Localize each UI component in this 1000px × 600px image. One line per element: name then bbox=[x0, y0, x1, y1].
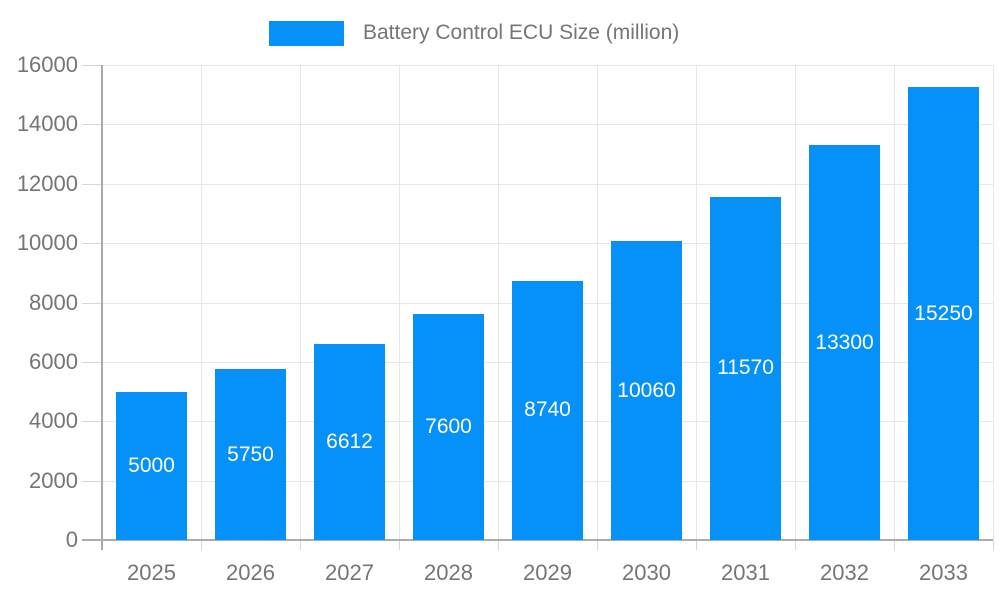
y-axis-tick-label: 14000 bbox=[16, 111, 78, 137]
y-axis-tick bbox=[82, 421, 102, 423]
x-axis-tick-label: 2031 bbox=[721, 560, 770, 585]
y-axis-tick bbox=[82, 124, 102, 126]
gridline-vertical bbox=[993, 65, 994, 540]
y-axis-tick-label: 4000 bbox=[29, 408, 78, 434]
y-axis-tick bbox=[82, 302, 102, 304]
gridline-vertical bbox=[597, 65, 598, 540]
gridline-vertical bbox=[795, 65, 796, 540]
x-axis-line bbox=[82, 539, 993, 541]
bar-value-label: 13300 bbox=[815, 330, 874, 354]
x-axis-tick-label: 2029 bbox=[523, 560, 572, 585]
x-axis-tick bbox=[201, 540, 202, 550]
gridline-vertical bbox=[300, 65, 301, 540]
x-axis-tick bbox=[993, 540, 994, 550]
gridline-horizontal bbox=[102, 183, 993, 185]
bar[interactable]: 8740 bbox=[512, 280, 583, 540]
y-axis-tick bbox=[82, 361, 102, 363]
y-axis-line bbox=[101, 65, 103, 550]
bar[interactable]: 10060 bbox=[611, 241, 682, 540]
y-axis-tick-label: 6000 bbox=[29, 348, 78, 374]
gridline-horizontal bbox=[102, 65, 993, 66]
x-axis-tick-label: 2026 bbox=[226, 560, 275, 585]
legend-label: Battery Control ECU Size (million) bbox=[363, 21, 680, 44]
x-axis-tick-label: 2028 bbox=[424, 560, 473, 585]
y-axis-tick-label: 10000 bbox=[16, 230, 78, 256]
y-axis-tick-label: 8000 bbox=[29, 289, 78, 315]
x-axis-tick bbox=[399, 540, 400, 550]
x-axis-tick-label: 2025 bbox=[127, 560, 176, 585]
bar-value-label: 5750 bbox=[227, 442, 274, 466]
y-axis-tick bbox=[82, 243, 102, 245]
bar[interactable]: 7600 bbox=[413, 314, 484, 540]
bar[interactable]: 6612 bbox=[314, 343, 385, 540]
y-axis-tick-label: 0 bbox=[65, 527, 78, 552]
bar-value-label: 15250 bbox=[914, 301, 973, 325]
gridline-vertical bbox=[894, 65, 895, 540]
gridline-horizontal bbox=[102, 124, 993, 126]
x-axis-tick bbox=[894, 540, 895, 550]
legend-swatch-icon bbox=[269, 20, 344, 46]
bar-value-label: 8740 bbox=[524, 398, 571, 422]
y-axis-tick bbox=[82, 65, 102, 66]
x-axis-tick bbox=[498, 540, 499, 550]
x-axis-tick-label: 2027 bbox=[325, 560, 374, 585]
bar[interactable]: 15250 bbox=[908, 87, 979, 540]
bar[interactable]: 11570 bbox=[710, 196, 781, 540]
bar-value-label: 10060 bbox=[617, 378, 676, 402]
bar-value-label: 5000 bbox=[128, 453, 175, 477]
bar-value-label: 11570 bbox=[717, 356, 774, 380]
y-axis-tick bbox=[82, 183, 102, 185]
bar-value-label: 6612 bbox=[326, 429, 373, 453]
x-axis-tick bbox=[795, 540, 796, 550]
x-axis-tick-label: 2030 bbox=[622, 560, 671, 585]
gridline-horizontal bbox=[102, 243, 993, 245]
bar[interactable]: 5000 bbox=[116, 391, 187, 540]
x-axis-tick bbox=[597, 540, 598, 550]
y-axis-tick-label: 16000 bbox=[16, 52, 78, 77]
x-axis-tick-label: 2032 bbox=[820, 560, 869, 585]
y-axis-tick bbox=[82, 480, 102, 482]
bar[interactable]: 13300 bbox=[809, 145, 880, 540]
chart-legend[interactable]: Battery Control ECU Size (million) bbox=[269, 18, 679, 48]
x-axis-tick bbox=[696, 540, 697, 550]
bar[interactable]: 5750 bbox=[215, 369, 286, 540]
gridline-vertical bbox=[498, 65, 499, 540]
gridline-vertical bbox=[399, 65, 400, 540]
y-axis-tick-label: 2000 bbox=[29, 467, 78, 493]
x-axis-tick-label: 2033 bbox=[919, 560, 968, 585]
gridline-vertical bbox=[201, 65, 202, 540]
x-axis-tick bbox=[300, 540, 301, 550]
gridline-vertical bbox=[696, 65, 697, 540]
y-axis-tick-label: 12000 bbox=[16, 170, 78, 196]
bar-value-label: 7600 bbox=[425, 415, 472, 439]
